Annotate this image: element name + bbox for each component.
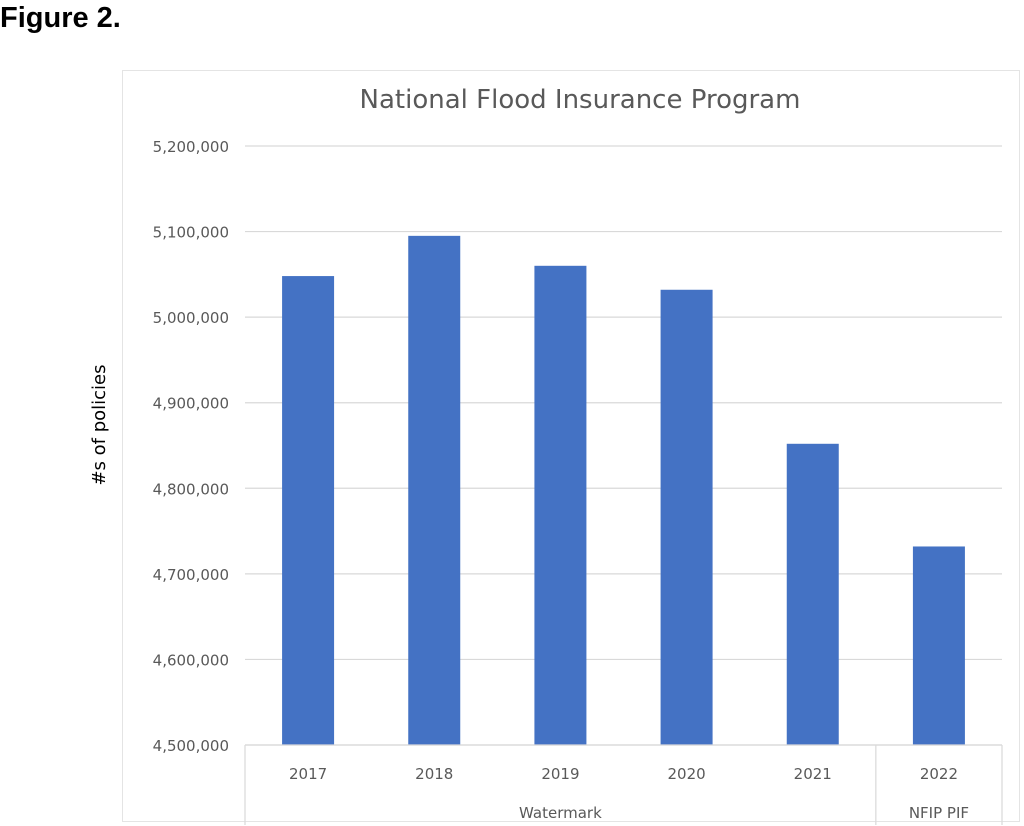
x-tick-label: 2020 bbox=[667, 765, 705, 783]
chart-frame bbox=[122, 70, 1020, 822]
x-tick-label: 2022 bbox=[920, 765, 958, 783]
x-axis: 2017 2018 2019 2020 2021 2022 Watermark NFIP PI… bbox=[244, 744, 1003, 825]
bars bbox=[282, 235, 965, 745]
y-tick-label: 4,900,000 bbox=[153, 395, 229, 413]
x-tick-label: 2018 bbox=[415, 765, 453, 783]
bar-2020 bbox=[660, 289, 713, 745]
x-tick-label: 2017 bbox=[289, 765, 327, 783]
y-tick-label: 4,700,000 bbox=[153, 566, 229, 584]
bar-2019 bbox=[534, 265, 587, 745]
y-axis-label: #s of policies bbox=[89, 364, 110, 485]
bar-2021 bbox=[786, 443, 839, 745]
x-tick-label: 2019 bbox=[541, 765, 579, 783]
y-tick-label: 4,800,000 bbox=[153, 480, 229, 498]
bar-2017 bbox=[282, 276, 335, 745]
bar-2018 bbox=[408, 235, 461, 745]
group-label: Watermark bbox=[519, 804, 602, 822]
y-tick-label: 5,200,000 bbox=[153, 138, 229, 156]
y-tick-label: 4,600,000 bbox=[153, 651, 229, 669]
y-tick-label: 5,000,000 bbox=[153, 309, 229, 327]
group-label: NFIP PIF bbox=[909, 804, 969, 822]
gridlines bbox=[245, 145, 1002, 746]
y-tick-label: 4,500,000 bbox=[153, 737, 229, 755]
x-tick-label: 2021 bbox=[794, 765, 832, 783]
y-axis-ticks: 4,500,000 4,600,000 4,700,000 4,800,000 4,90… bbox=[153, 138, 229, 755]
y-tick-label: 5,100,000 bbox=[153, 224, 229, 242]
bar-2022 bbox=[912, 546, 965, 745]
figure-label: Figure 2. bbox=[0, 2, 121, 34]
chart-title: National Flood Insurance Program bbox=[360, 85, 801, 115]
